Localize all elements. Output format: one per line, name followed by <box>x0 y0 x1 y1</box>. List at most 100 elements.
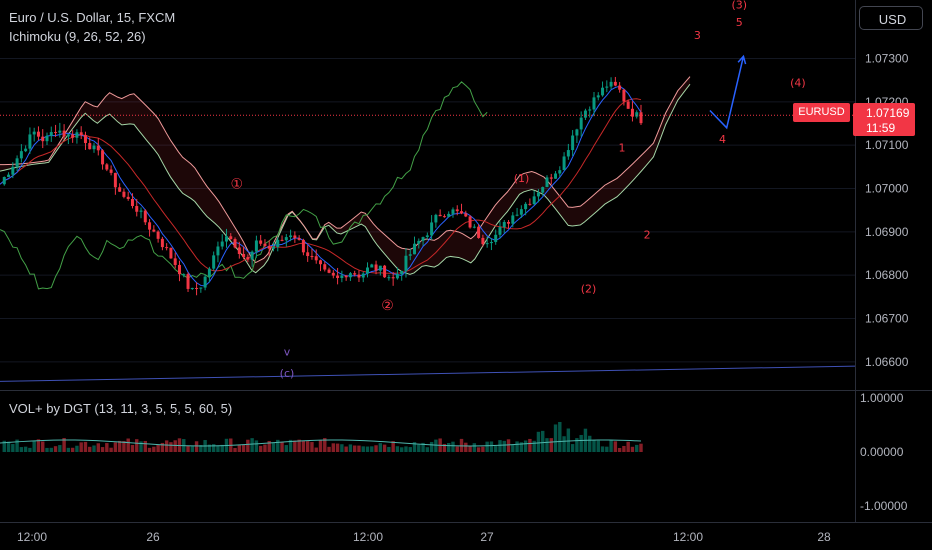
volume-bar <box>622 445 626 452</box>
candle-body <box>562 156 566 171</box>
candle-body <box>425 235 429 238</box>
volume-bar <box>15 439 19 452</box>
wave-label: v <box>284 345 291 358</box>
candle-body <box>32 131 36 135</box>
volume-bar <box>143 440 148 452</box>
volume-bar <box>156 444 160 452</box>
candle-body <box>340 275 344 278</box>
price-tick-label: 1.06700 <box>865 312 909 326</box>
volume-bar <box>515 441 519 452</box>
candle-body <box>169 247 173 259</box>
candle-body <box>507 221 511 224</box>
candle-body <box>237 247 241 254</box>
volume-bar <box>408 447 412 452</box>
candle-body <box>297 238 301 240</box>
candle-body <box>242 253 246 258</box>
volume-bar <box>425 447 430 452</box>
candle-body <box>442 216 446 218</box>
candle-body <box>267 245 271 249</box>
trendline <box>0 365 856 382</box>
volume-bar <box>267 440 271 452</box>
volume-bar <box>19 447 24 452</box>
volume-bar <box>532 440 536 452</box>
volume-bar <box>164 440 169 452</box>
volume-bar <box>429 441 434 452</box>
candle-body <box>455 209 459 212</box>
volume-bar <box>66 447 71 452</box>
candle-body <box>408 254 412 256</box>
volume-bar <box>323 438 327 452</box>
candle-body <box>177 264 181 275</box>
volume-bar <box>70 447 75 452</box>
wave-label: 1 <box>619 142 626 155</box>
candle-body <box>391 277 395 279</box>
candle-body <box>588 109 592 111</box>
volume-bar <box>79 442 83 452</box>
candle-body <box>417 240 421 244</box>
candle-body <box>319 260 322 265</box>
volume-bar <box>122 441 126 452</box>
volume-bar <box>455 446 459 452</box>
candle-body <box>212 255 216 269</box>
candle-body <box>596 95 600 98</box>
volume-bar <box>613 441 618 452</box>
candle-body <box>605 86 609 88</box>
volume-bar <box>365 446 370 452</box>
volume-bar <box>417 444 421 452</box>
volume-bar <box>173 440 177 452</box>
candle-body <box>58 130 62 133</box>
candle-body <box>344 275 348 278</box>
candle-body <box>148 222 152 230</box>
volume-bar <box>297 439 301 452</box>
candle-body <box>310 256 314 258</box>
candle-body <box>280 239 284 241</box>
volume-bar <box>314 447 318 452</box>
volume-bar <box>246 439 250 452</box>
wave-label: (3) <box>731 0 747 12</box>
candle-body <box>182 274 186 276</box>
price-tick-label: 1.06600 <box>865 355 909 369</box>
volume-bar <box>374 445 378 452</box>
candle-body <box>289 235 293 238</box>
volume-bar <box>28 447 32 452</box>
candle-body <box>498 227 502 235</box>
projection-path <box>709 56 745 130</box>
currency-button[interactable]: USD <box>859 6 923 30</box>
volume-bar <box>36 439 41 452</box>
symbol-title: Euro / U.S. Dollar, 15, FXCM <box>9 10 176 25</box>
volume-bar <box>53 446 58 452</box>
volume-bar <box>399 447 404 452</box>
ichimoku-legend[interactable]: Ichimoku (9, 26, 52, 26) <box>9 29 146 44</box>
volume-bar <box>382 444 387 452</box>
candle-body <box>477 226 481 238</box>
price-tick-label: 1.06800 <box>865 268 909 282</box>
volume-bar <box>169 442 173 452</box>
last-price-value: 1.07169 <box>866 106 910 120</box>
time-tick-label: 12:00 <box>353 530 383 544</box>
volume-legend[interactable]: VOL+ by DGT (13, 11, 3, 5, 5, 5, 60, 5) <box>9 401 233 416</box>
candle-body <box>481 237 485 245</box>
volume-bar <box>352 445 357 452</box>
volume-bar <box>541 430 545 452</box>
candle-body <box>118 187 122 192</box>
candle-body <box>472 226 476 228</box>
candle-body <box>438 214 442 217</box>
volume-bar <box>62 438 66 452</box>
candle-body <box>592 97 596 110</box>
candle-body <box>216 246 220 256</box>
volume-bar <box>100 447 105 452</box>
volume-bar <box>481 446 485 452</box>
candle-body <box>229 236 233 240</box>
volume-bar <box>519 442 524 452</box>
volume-bar <box>476 447 481 452</box>
candle-body <box>613 81 617 86</box>
volume-ma-line <box>0 439 642 447</box>
candle-body <box>259 240 263 244</box>
volume-bar <box>446 442 451 452</box>
candle-body <box>571 135 575 151</box>
candle-body <box>54 132 58 134</box>
volume-bar <box>301 440 306 452</box>
candle-body <box>156 231 160 239</box>
volume-bar <box>434 439 438 452</box>
